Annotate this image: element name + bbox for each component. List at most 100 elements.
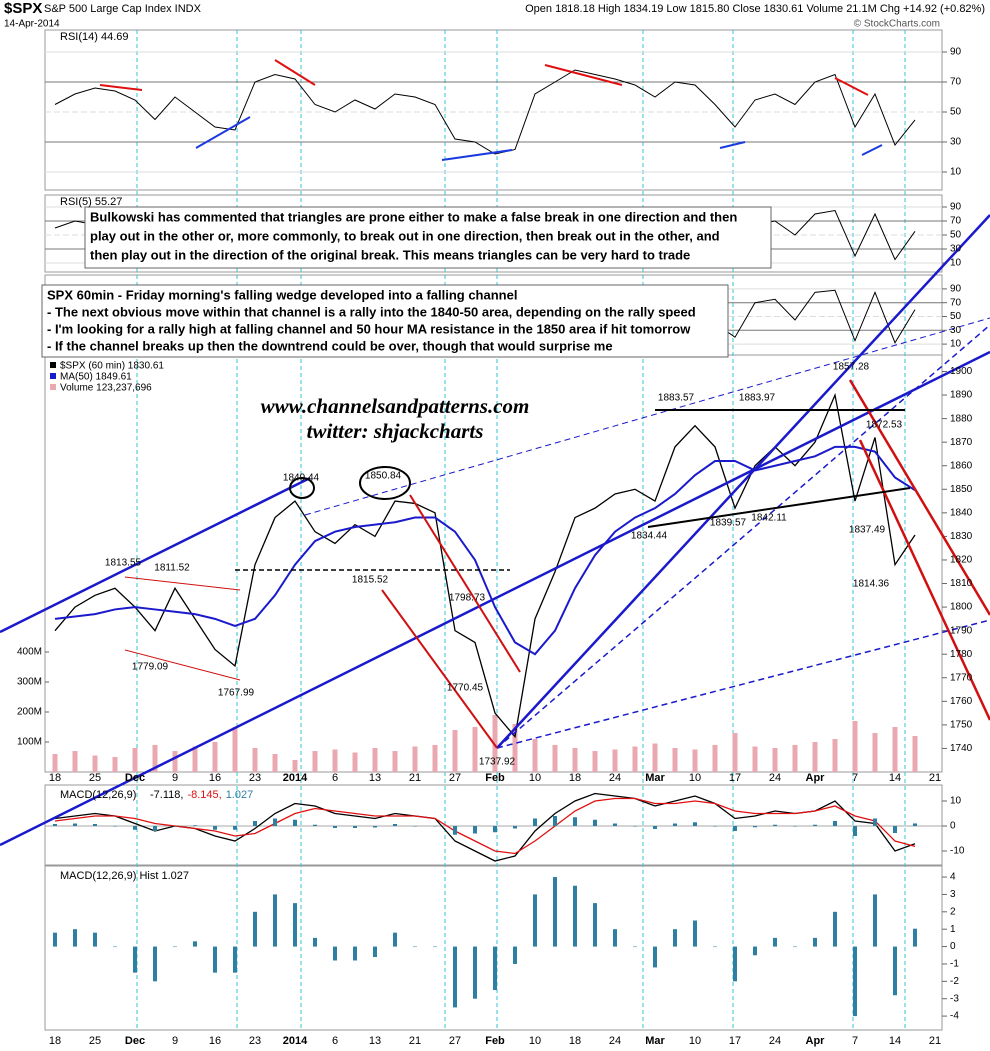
y-tick-label: 1880	[950, 413, 973, 424]
y-tick-label: 1830	[950, 531, 973, 542]
bar	[113, 946, 117, 948]
bar	[133, 946, 137, 973]
y-tick-label: 4	[950, 872, 956, 883]
price-label: 1839.57	[710, 518, 747, 529]
x-tick-label: 7	[852, 1035, 858, 1047]
y-tick-label: 0	[950, 821, 956, 832]
y-tick-label: 50	[950, 230, 962, 241]
panel-title: MACD(12,26,9)	[60, 789, 136, 801]
bar	[693, 920, 697, 947]
bar	[213, 826, 217, 830]
line-series	[54, 792, 916, 862]
bar	[193, 825, 197, 826]
bar	[833, 821, 837, 826]
bar	[473, 826, 477, 834]
bar	[653, 826, 657, 829]
price-label: 1883.57	[658, 393, 695, 404]
bar	[532, 739, 538, 772]
x-tick-label: 13	[369, 772, 381, 784]
bar	[333, 826, 337, 828]
legend-entry: Volume 123,237,696	[60, 383, 152, 394]
trendline	[0, 350, 990, 847]
bar	[652, 743, 658, 772]
bar	[432, 745, 438, 772]
bar	[293, 903, 297, 947]
date-markers	[136, 30, 906, 1030]
x-tick-label: 18	[49, 772, 61, 784]
bar	[93, 824, 97, 826]
x-tick-label: 25	[89, 1035, 101, 1047]
y-tick-label: 70	[950, 77, 962, 88]
x-tick-label: 17	[729, 1035, 741, 1047]
bar	[313, 824, 317, 826]
y-tick-label: 70	[950, 216, 962, 227]
y-tick-label: 2	[950, 906, 956, 917]
bar	[273, 818, 277, 826]
y-tick-label: -3	[950, 993, 959, 1004]
bar	[573, 817, 577, 826]
bar	[573, 885, 577, 947]
price-label: 1850.84	[365, 471, 402, 482]
y-tick-label: 1860	[950, 460, 973, 471]
x-tick-label: Mar	[645, 1035, 665, 1047]
x-tick-label: 23	[249, 772, 261, 784]
price-label: 1837.49	[849, 525, 886, 536]
y-tick-label: 1790	[950, 625, 973, 636]
bar	[833, 911, 837, 947]
note-line: then play out in the direction of the or…	[90, 247, 690, 262]
line-series	[54, 445, 916, 656]
note-line: SPX 60min - Friday morning's falling wed…	[47, 287, 517, 302]
y-tick-label: 90	[950, 202, 962, 213]
price-label: 1857.28	[833, 362, 870, 373]
arrow	[719, 141, 746, 149]
y-tick-label: -1	[950, 959, 959, 970]
bar	[73, 823, 77, 826]
bar	[492, 715, 498, 772]
legend-swatch	[50, 384, 56, 390]
bar	[853, 946, 857, 1017]
y-tick-label: 1900	[950, 366, 973, 377]
bar	[473, 946, 477, 999]
bar	[293, 819, 297, 826]
price-label: 1779.09	[132, 662, 169, 673]
credit: © StockCharts.com	[854, 19, 940, 30]
bar	[92, 755, 98, 772]
note-box	[41, 284, 729, 358]
bar	[913, 928, 917, 947]
bar	[292, 760, 298, 772]
bar	[313, 937, 317, 947]
price-label: 1872.53	[866, 420, 903, 431]
trendline	[858, 439, 990, 721]
bar	[253, 911, 257, 947]
x-tick-label: 14	[889, 1035, 901, 1047]
y-tick-label: 1850	[950, 484, 973, 495]
bar	[512, 724, 518, 772]
bar	[73, 929, 77, 947]
legend-swatch	[50, 373, 56, 379]
arrow	[861, 144, 883, 156]
bar	[712, 745, 718, 772]
x-tick-label: Feb	[485, 1035, 505, 1047]
panel-title: RSI(5) 55.27	[60, 196, 122, 208]
x-tick-label: 13	[369, 1035, 381, 1047]
arrow	[99, 84, 143, 91]
y-tick-label: 1820	[950, 555, 973, 566]
bar	[793, 946, 797, 948]
x-tick-label: 2014	[283, 772, 308, 784]
bar	[753, 826, 757, 828]
bar	[392, 751, 398, 772]
legend-entry: -7.118,	[150, 789, 183, 801]
bar	[112, 757, 118, 772]
bar	[672, 748, 678, 772]
y-tick-label: -4	[950, 1011, 959, 1022]
bar	[393, 932, 397, 947]
bar	[353, 946, 357, 961]
bar	[612, 749, 618, 772]
bar	[453, 946, 457, 1008]
x-tick-label: 10	[529, 1035, 541, 1047]
x-tick-label: 16	[209, 1035, 221, 1047]
bar	[153, 826, 157, 831]
bar	[153, 946, 157, 982]
legend-entry: MA(50) 1849.61	[60, 372, 132, 383]
